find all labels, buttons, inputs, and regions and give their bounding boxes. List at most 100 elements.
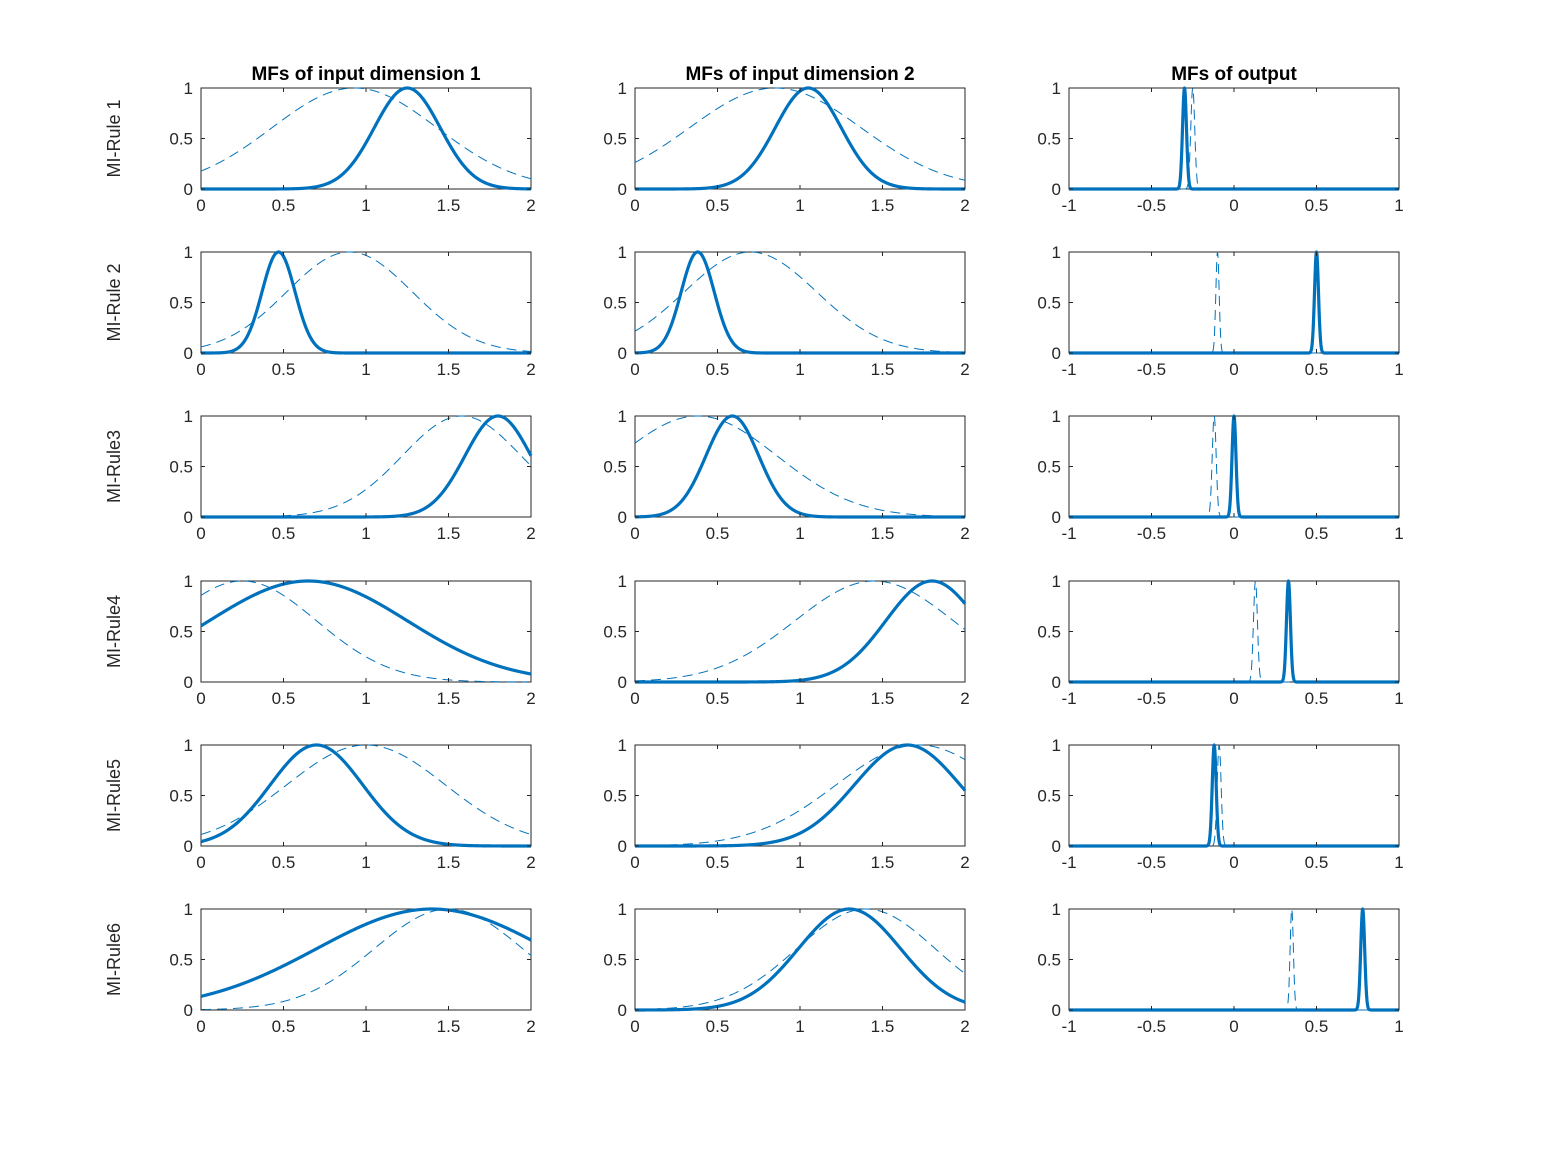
- axes-box: [200, 415, 532, 518]
- x-tick-label: 0: [1229, 524, 1238, 543]
- axes-box: [200, 87, 532, 190]
- x-tick-label: 0.5: [1305, 1017, 1329, 1036]
- x-tick-label: 0: [630, 1017, 639, 1036]
- x-tick-label: 0.5: [272, 196, 296, 215]
- y-tick-label: 0: [184, 673, 193, 692]
- solid-mf-line: [633, 743, 967, 848]
- x-tick-label: 0.5: [706, 1017, 730, 1036]
- x-tick-label: 0.5: [272, 524, 296, 543]
- x-tick-label: 0.5: [706, 196, 730, 215]
- x-tick-label: 2: [960, 196, 969, 215]
- y-tick-label: 0: [1052, 344, 1061, 363]
- y-tick-label: 0.5: [603, 294, 627, 313]
- y-tick-label: 1: [1052, 736, 1061, 755]
- dashed-mf-line: [634, 87, 966, 181]
- y-tick-label: 1: [618, 900, 627, 919]
- x-tick-label: 0: [1229, 360, 1238, 379]
- x-tick-label: 1: [361, 853, 370, 872]
- x-tick-label: 1: [795, 689, 804, 708]
- y-tick-label: 0: [1052, 1001, 1061, 1020]
- subplot-title: MFs of input dimension 1: [251, 64, 480, 85]
- y-tick-label: 0.5: [1037, 458, 1061, 477]
- x-tick-label: 1: [1394, 853, 1403, 872]
- y-tick-label: 1: [184, 572, 193, 591]
- x-tick-label: -1: [1061, 689, 1076, 708]
- x-tick-label: 0.5: [272, 360, 296, 379]
- y-tick-label: 0: [618, 344, 627, 363]
- y-tick-label: 1: [184, 900, 193, 919]
- x-tick-label: 0: [1229, 1017, 1238, 1036]
- x-tick-label: 1.5: [871, 853, 895, 872]
- x-tick-label: 1: [361, 689, 370, 708]
- axes-box: [1068, 580, 1400, 683]
- subplot-r2-c1: 0 0.5 1 1.5 2 0 0.5 1 MI-Rule 2: [104, 243, 536, 379]
- x-tick-label: -1: [1061, 1017, 1076, 1036]
- x-tick-label: 1: [1394, 1017, 1403, 1036]
- axes-box: [634, 415, 966, 518]
- y-tick-label: 0: [184, 180, 193, 199]
- subplot-r2-c3: -1 -0.5 0 0.5 1 0 0.5 1: [1037, 243, 1403, 379]
- row-label: MI-Rule 1: [104, 99, 124, 177]
- y-tick-label: 0.5: [1037, 623, 1061, 642]
- y-tick-label: 1: [184, 79, 193, 98]
- x-tick-label: 1: [795, 853, 804, 872]
- x-tick-label: 0: [196, 853, 205, 872]
- x-tick-label: -0.5: [1137, 524, 1166, 543]
- x-tick-label: 0: [196, 524, 205, 543]
- x-tick-label: 0: [630, 853, 639, 872]
- x-tick-label: 2: [960, 1017, 969, 1036]
- y-tick-label: 0.5: [169, 458, 193, 477]
- x-tick-label: 1.5: [437, 196, 461, 215]
- x-tick-label: 1.5: [871, 689, 895, 708]
- x-tick-label: 1: [1394, 689, 1403, 708]
- subplot-title: MFs of input dimension 2: [685, 64, 914, 85]
- y-tick-label: 0: [1052, 837, 1061, 856]
- subplot-r3-c2: 0 0.5 1 1.5 2 0 0.5 1: [603, 407, 969, 543]
- y-tick-label: 1: [184, 736, 193, 755]
- axes-box: [1068, 87, 1400, 190]
- subplot-r1-c3: -1 -0.5 0 0.5 1 0 0.5 1 MFs of output: [1037, 64, 1403, 215]
- x-tick-label: 0: [196, 196, 205, 215]
- x-tick-label: 0: [196, 689, 205, 708]
- y-tick-label: 1: [1052, 900, 1061, 919]
- subplot-r5-c1: 0 0.5 1 1.5 2 0 0.5 1 MI-Rule5: [104, 736, 536, 872]
- y-tick-label: 0.5: [169, 294, 193, 313]
- x-tick-label: 0.5: [1305, 689, 1329, 708]
- x-tick-label: 2: [526, 360, 535, 379]
- x-tick-label: 0.5: [272, 853, 296, 872]
- x-tick-label: 0: [1229, 853, 1238, 872]
- y-tick-label: 0: [1052, 673, 1061, 692]
- subplot-r1-c1: 0 0.5 1 1.5 2 0 0.5 1 MFs of input dimension 1 MI…: [104, 64, 536, 215]
- x-tick-label: 1: [795, 196, 804, 215]
- y-tick-label: 1: [618, 243, 627, 262]
- dashed-mf-line: [634, 744, 966, 847]
- dashed-mf-line: [200, 415, 532, 518]
- x-tick-label: 1.5: [437, 689, 461, 708]
- dashed-mf-line: [200, 908, 532, 1011]
- solid-mf-line: [199, 86, 533, 191]
- x-tick-label: 0.5: [706, 689, 730, 708]
- subplot-title: MFs of output: [1171, 64, 1297, 85]
- subplot-r4-c2: 0 0.5 1 1.5 2 0 0.5 1: [603, 572, 969, 708]
- y-tick-label: 1: [618, 407, 627, 426]
- x-tick-label: -1: [1061, 196, 1076, 215]
- dashed-mf-line: [634, 251, 966, 353]
- x-tick-label: 0.5: [1305, 196, 1329, 215]
- y-tick-label: 0.5: [1037, 130, 1061, 149]
- subplot-r2-c2: 0 0.5 1 1.5 2 0 0.5 1: [603, 243, 969, 379]
- y-tick-label: 0: [184, 508, 193, 527]
- subplot-r6-c2: 0 0.5 1 1.5 2 0 0.5 1: [603, 900, 969, 1036]
- dashed-mf-line: [634, 908, 966, 1011]
- x-tick-label: 0: [630, 524, 639, 543]
- axes-box: [1068, 908, 1400, 1011]
- x-tick-label: 1: [1394, 360, 1403, 379]
- x-tick-label: 0.5: [1305, 524, 1329, 543]
- y-tick-label: 1: [618, 736, 627, 755]
- y-tick-label: 1: [1052, 407, 1061, 426]
- y-tick-label: 0.5: [169, 623, 193, 642]
- y-tick-label: 0: [618, 180, 627, 199]
- y-tick-label: 0: [184, 344, 193, 363]
- x-tick-label: -0.5: [1137, 1017, 1166, 1036]
- x-tick-label: 2: [960, 853, 969, 872]
- x-tick-label: 2: [526, 524, 535, 543]
